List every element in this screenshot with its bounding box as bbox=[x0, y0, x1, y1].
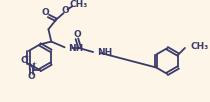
Text: CH₃: CH₃ bbox=[70, 0, 88, 9]
Text: •⁻: •⁻ bbox=[24, 53, 33, 62]
Text: CH₃: CH₃ bbox=[191, 42, 209, 51]
Text: O: O bbox=[21, 56, 29, 65]
Text: O: O bbox=[62, 6, 70, 15]
Text: NH: NH bbox=[97, 48, 112, 57]
Text: O: O bbox=[28, 72, 35, 81]
Text: O: O bbox=[42, 8, 50, 17]
Text: N: N bbox=[28, 63, 35, 72]
Text: O: O bbox=[73, 30, 81, 39]
Text: +: + bbox=[31, 61, 36, 66]
Text: NH: NH bbox=[68, 44, 84, 53]
